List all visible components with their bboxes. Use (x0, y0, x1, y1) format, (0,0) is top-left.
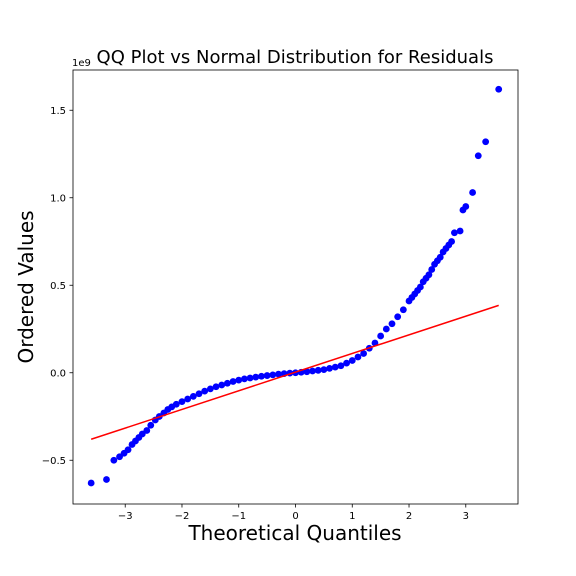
data-point (326, 364, 333, 372)
data-point (184, 395, 192, 403)
chart-title: QQ Plot vs Normal Distribution for Resid… (97, 47, 494, 68)
data-point (178, 398, 186, 406)
data-point (394, 313, 402, 321)
data-point (462, 203, 470, 210)
data-point (348, 357, 356, 364)
data-point (212, 383, 220, 391)
data-point (218, 381, 226, 389)
data-point (448, 238, 455, 245)
data-point (147, 421, 155, 429)
fit-line (90, 304, 499, 440)
data-point (263, 372, 271, 379)
data-point (241, 375, 248, 383)
data-point (377, 332, 385, 340)
data-point (337, 362, 345, 370)
x-tick-label: −2 (175, 511, 190, 522)
data-point (143, 427, 151, 434)
data-point (474, 152, 482, 160)
y-tick-label: −0.5 (42, 456, 66, 467)
data-point (235, 376, 243, 384)
data-point (495, 85, 503, 93)
y-tick-label: 0.0 (50, 368, 66, 379)
data-point (189, 392, 197, 400)
data-point (451, 229, 458, 237)
x-tick-label: −1 (231, 511, 246, 522)
data-point (269, 371, 277, 379)
data-point (201, 387, 209, 395)
data-point (428, 266, 436, 273)
data-point (303, 368, 311, 376)
plot-area (72, 69, 519, 505)
data-point (87, 479, 95, 487)
data-point (246, 374, 254, 382)
data-point (110, 456, 118, 464)
data-point (124, 446, 132, 454)
x-axis-title: Theoretical Quantiles (187, 521, 401, 545)
x-tick-label: 2 (406, 511, 412, 522)
y-axis-title: Ordered Values (14, 210, 38, 363)
data-point (436, 253, 444, 261)
data-point (482, 138, 490, 146)
x-tick-label: 1 (349, 511, 355, 522)
data-point (331, 363, 339, 371)
x-axis-ticks: −3 −2 −1 0 1 2 3 (118, 504, 469, 522)
x-tick-label: −3 (118, 511, 133, 522)
data-point (320, 366, 328, 373)
data-point (172, 400, 180, 408)
data-point (343, 359, 350, 367)
data-point (195, 390, 203, 398)
data-point (354, 353, 362, 361)
y-axis-offset-label: 1e9 (72, 58, 91, 69)
data-point (309, 367, 316, 375)
data-point (206, 385, 214, 393)
data-point (425, 271, 433, 279)
data-point (229, 378, 237, 385)
data-point (469, 189, 476, 196)
y-axis-ticks: −0.5 0.0 0.5 1.0 1.5 (42, 106, 73, 467)
y-tick-label: 1.0 (50, 193, 66, 204)
data-point (223, 379, 231, 387)
data-point (252, 373, 260, 381)
data-point (388, 320, 396, 328)
data-point (399, 306, 407, 314)
data-point (382, 325, 390, 333)
data-point (314, 366, 322, 374)
data-point (275, 370, 282, 378)
x-tick-label: 0 (292, 511, 298, 522)
data-point (360, 350, 368, 357)
data-point (416, 283, 424, 291)
x-tick-label: 3 (463, 511, 469, 522)
y-tick-label: 0.5 (50, 281, 66, 292)
data-point (456, 227, 464, 235)
data-point (258, 372, 265, 380)
y-tick-label: 1.5 (50, 106, 66, 117)
data-point (103, 476, 110, 483)
